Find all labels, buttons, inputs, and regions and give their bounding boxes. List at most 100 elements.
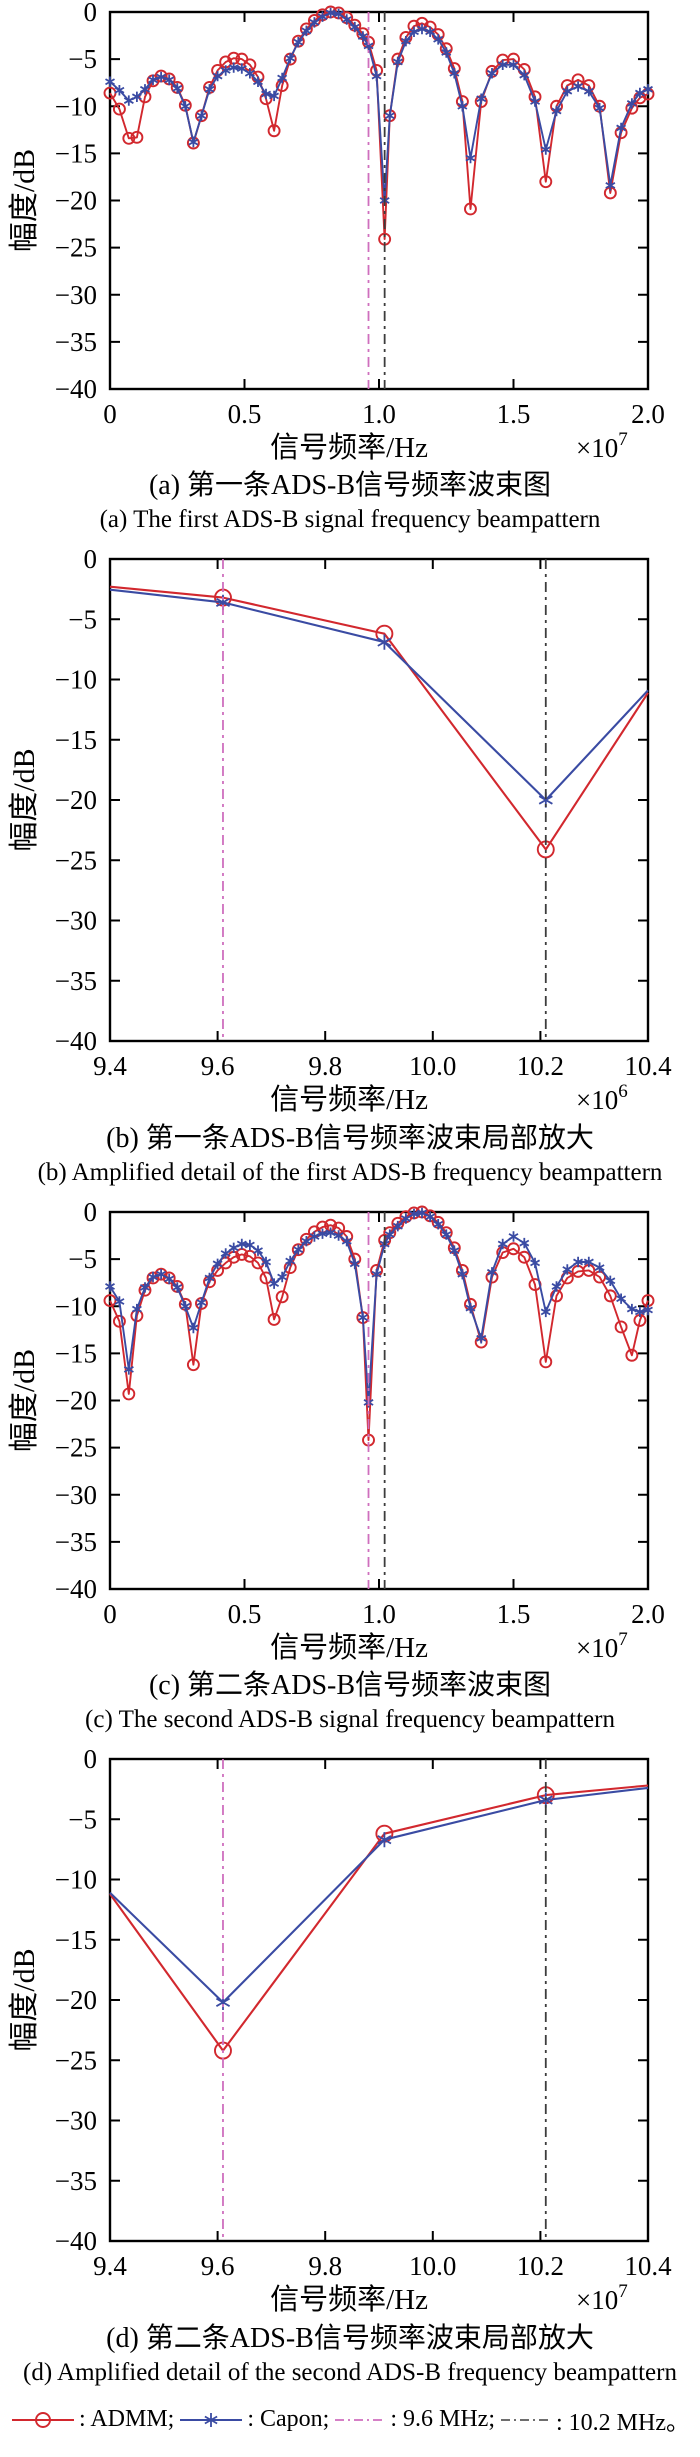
asterisk-marker bbox=[148, 1271, 159, 1283]
caption-c-zh: (c) 第二条ADS-B信号频率波束图 bbox=[148, 1670, 552, 1701]
asterisk-marker bbox=[148, 74, 159, 86]
subfigure-d: 9.4 9.6 9.8 10.0 10.2 10.4 0 −5 −10 −15 −20 −25 −30 −… bbox=[0, 1744, 700, 2390]
chart-d-xlabel: 信号频率/Hz bbox=[270, 2283, 428, 2315]
subfigure-b: 9.4 9.6 9.8 10.0 10.2 10.4 0 −5 −10 −15 −20 −25 −30 −… bbox=[0, 544, 700, 1190]
chart-c-xtick-label: 0 bbox=[103, 1599, 117, 1629]
asterisk-marker bbox=[333, 8, 344, 20]
subfigure-a: 0 0.5 1.0 1.5 2.0 0 −5 −10 −15 −20 −25 −30 −35 −40 信号频… bbox=[0, 0, 700, 537]
asterisk-marker bbox=[384, 1229, 395, 1240]
chart-a: 0 0.5 1.0 1.5 2.0 0 −5 −10 −15 −20 −25 −30 −35 −40 信号频… bbox=[0, 0, 700, 467]
chart-c-ytick-label: 0 bbox=[84, 1200, 98, 1227]
asterisk-marker bbox=[634, 1306, 645, 1318]
asterisk-marker bbox=[293, 36, 304, 48]
caption-d-en: (d) Amplified detail of the second ADS-B… bbox=[23, 2359, 677, 2386]
chart-b-ytick-label: −15 bbox=[55, 725, 97, 755]
asterisk-marker bbox=[220, 1248, 231, 1259]
asterisk-marker bbox=[277, 72, 288, 84]
asterisk-marker bbox=[425, 26, 436, 37]
asterisk-marker bbox=[269, 90, 280, 102]
caption-d-zh: (d) 第二条ADS-B信号频率波束局部放大 bbox=[106, 2323, 594, 2354]
chart-a-xtick-label: 1.0 bbox=[362, 399, 396, 429]
chart-a-ytick-label: −10 bbox=[55, 91, 97, 121]
caption-a: (a) 第一条ADS-B信号频率波束图 (a) The first ADS-B … bbox=[0, 469, 700, 537]
asterisk-marker bbox=[573, 81, 584, 92]
chart-d-ytick-label: −10 bbox=[55, 1865, 97, 1895]
chart-a-ytick-label: −25 bbox=[55, 233, 97, 263]
chart-a-xlabel: 信号频率/Hz bbox=[270, 431, 428, 462]
asterisk-marker bbox=[349, 21, 360, 33]
asterisk-marker bbox=[114, 1296, 125, 1307]
chart-b-plot-area bbox=[108, 557, 650, 1043]
asterisk-marker bbox=[508, 1231, 519, 1242]
chart-b-svg: 9.4 9.6 9.8 10.0 10.2 10.4 0 −5 −10 −15 −20 −25 −30 −… bbox=[8, 544, 672, 1116]
chart-a-series-capon bbox=[105, 7, 653, 206]
asterisk-marker bbox=[156, 1269, 167, 1280]
caption-a-zh: (a) 第一条ADS-B信号频率波束图 bbox=[148, 470, 552, 501]
chart-b-xlabel: 信号频率/Hz bbox=[270, 1083, 428, 1115]
chart-b-xtick-label: 10.2 bbox=[517, 1051, 564, 1081]
legend-label-ref-102: : 10.2 MHz。 bbox=[556, 2410, 691, 2436]
chart-b-series-capon bbox=[109, 588, 649, 808]
asterisk-marker bbox=[309, 1231, 320, 1242]
asterisk-marker bbox=[131, 91, 142, 102]
asterisk-marker bbox=[433, 1219, 444, 1230]
asterisk-marker bbox=[196, 110, 207, 121]
legend-swatch-ref-96 bbox=[335, 2418, 386, 2421]
chart-b-ytick-label: −20 bbox=[55, 785, 97, 815]
circle-marker bbox=[539, 175, 553, 189]
circle-marker bbox=[625, 1348, 639, 1362]
caption-a-en: (a) The first ADS-B signal frequency bea… bbox=[99, 506, 601, 533]
chart-a-ytick-label: −20 bbox=[55, 186, 97, 216]
asterisk-marker bbox=[139, 84, 150, 95]
asterisk-marker bbox=[497, 59, 508, 70]
circle-marker bbox=[103, 1294, 117, 1308]
asterisk-marker bbox=[408, 1208, 419, 1220]
chart-d-xtick-label: 9.4 bbox=[93, 2251, 127, 2281]
chart-c-ytick-label: −40 bbox=[55, 1574, 97, 1604]
asterisk-marker bbox=[408, 26, 419, 37]
legend-swatch-capon bbox=[180, 2412, 243, 2427]
asterisk-marker bbox=[172, 1282, 183, 1293]
asterisk-marker bbox=[616, 1293, 627, 1304]
chart-c-series-capon bbox=[105, 1207, 653, 1408]
asterisk-marker bbox=[441, 1229, 452, 1240]
asterisk-marker bbox=[293, 1244, 304, 1255]
asterisk-marker bbox=[204, 2412, 218, 2427]
asterisk-marker bbox=[164, 1273, 175, 1285]
asterisk-marker bbox=[196, 1297, 207, 1308]
legend-label-ref-96: : 9.6 MHz; bbox=[390, 2406, 496, 2432]
caption-b-zh: (b) 第一条ADS-B信号频率波束局部放大 bbox=[106, 1123, 594, 1154]
asterisk-marker bbox=[261, 88, 272, 100]
asterisk-marker bbox=[486, 1267, 497, 1278]
chart-b-x-multiplier: ×106 bbox=[576, 1081, 628, 1115]
chart-b-ylabel: 幅度/dB bbox=[8, 748, 41, 851]
chart-a-xtick-label: 2.0 bbox=[631, 399, 665, 429]
asterisk-marker bbox=[530, 1257, 541, 1269]
circle-marker bbox=[539, 1355, 553, 1369]
chart-b-ytick-label: −30 bbox=[55, 906, 97, 936]
asterisk-marker bbox=[212, 1258, 223, 1270]
asterisk-marker bbox=[583, 1256, 594, 1268]
asterisk-marker bbox=[476, 93, 487, 104]
asterisk-marker bbox=[357, 31, 368, 42]
asterisk-marker bbox=[317, 1228, 328, 1239]
chart-a-ytick-label: −35 bbox=[55, 327, 97, 357]
chart-c-ytick-label: −25 bbox=[55, 1433, 97, 1463]
chart-d-ytick-label: −20 bbox=[55, 1985, 97, 2015]
asterisk-marker bbox=[476, 1333, 487, 1344]
chart-c-svg: 0 0.5 1.0 1.5 2.0 0 −5 −10 −15 −20 −25 −30 −35 −40 信号频… bbox=[8, 1197, 665, 1664]
chart-d-plot-area bbox=[108, 1757, 650, 2243]
circle-marker bbox=[130, 130, 144, 144]
asterisk-marker bbox=[188, 136, 199, 148]
legend: : ADMM;: Capon;: 9.6 MHz;: 10.2 MHz。 bbox=[0, 2400, 700, 2449]
asterisk-marker bbox=[228, 1242, 239, 1253]
circle-marker bbox=[35, 2411, 51, 2428]
asterisk-marker bbox=[285, 1255, 296, 1267]
chart-c-ytick-label: −5 bbox=[68, 1244, 97, 1274]
chart-a-xtick-label: 0.5 bbox=[228, 399, 262, 429]
asterisk-marker bbox=[425, 1211, 436, 1222]
chart-c-xtick-label: 2.0 bbox=[631, 1599, 665, 1629]
asterisk-marker bbox=[236, 1238, 247, 1250]
asterisk-marker bbox=[349, 1258, 360, 1270]
